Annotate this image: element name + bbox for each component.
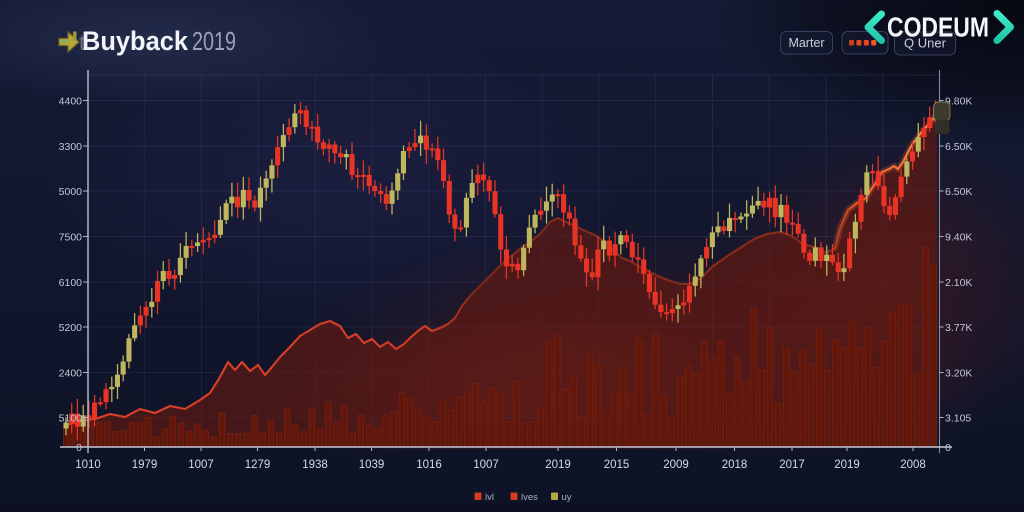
svg-text:3.77K: 3.77K — [945, 322, 972, 334]
svg-text:1010: 1010 — [75, 459, 101, 471]
svg-text:uy: uy — [562, 492, 572, 503]
svg-text:lves: lves — [521, 492, 538, 503]
svg-text:lvl: lvl — [485, 492, 494, 503]
svg-text:2015: 2015 — [604, 459, 630, 471]
svg-text:3.20K: 3.20K — [945, 368, 972, 380]
svg-text:2019: 2019 — [834, 459, 860, 471]
svg-text:2009: 2009 — [663, 459, 689, 471]
svg-text:6.50K: 6.50K — [945, 186, 972, 198]
svg-text:5100: 5100 — [59, 413, 83, 425]
svg-text:6.50K: 6.50K — [945, 141, 972, 153]
svg-text:5000: 5000 — [59, 186, 83, 198]
svg-text:9.80K: 9.80K — [945, 96, 972, 108]
svg-text:1007: 1007 — [188, 459, 214, 471]
svg-text:1016: 1016 — [416, 459, 442, 471]
svg-text:2017: 2017 — [779, 459, 805, 471]
svg-text:1938: 1938 — [302, 459, 328, 471]
svg-text:4400: 4400 — [59, 96, 83, 108]
svg-text:Marter: Marter — [788, 36, 824, 50]
svg-text:Buyback: Buyback — [82, 26, 189, 56]
svg-text:1979: 1979 — [132, 459, 158, 471]
svg-text:1279: 1279 — [245, 459, 271, 471]
svg-text:1007: 1007 — [473, 459, 499, 471]
svg-text:2018: 2018 — [722, 459, 748, 471]
svg-text:1039: 1039 — [359, 459, 385, 471]
svg-text:2400: 2400 — [59, 368, 83, 380]
svg-text:3.105: 3.105 — [945, 413, 971, 425]
svg-text:2019: 2019 — [545, 459, 571, 471]
svg-text:2.10K: 2.10K — [945, 277, 972, 289]
svg-text:3300: 3300 — [59, 141, 83, 153]
svg-text:5200: 5200 — [59, 322, 83, 334]
svg-text:0: 0 — [76, 442, 82, 454]
svg-text:7500: 7500 — [59, 232, 83, 244]
svg-text:6100: 6100 — [59, 277, 83, 289]
svg-text:t: t — [79, 30, 85, 55]
svg-text:0: 0 — [945, 442, 951, 454]
svg-text:9.40K: 9.40K — [945, 232, 972, 244]
svg-text:2019: 2019 — [192, 26, 236, 56]
svg-text:2008: 2008 — [900, 459, 926, 471]
svg-text:Q Uner: Q Uner — [904, 36, 947, 51]
svg-text:CODEUM: CODEUM — [887, 12, 989, 43]
